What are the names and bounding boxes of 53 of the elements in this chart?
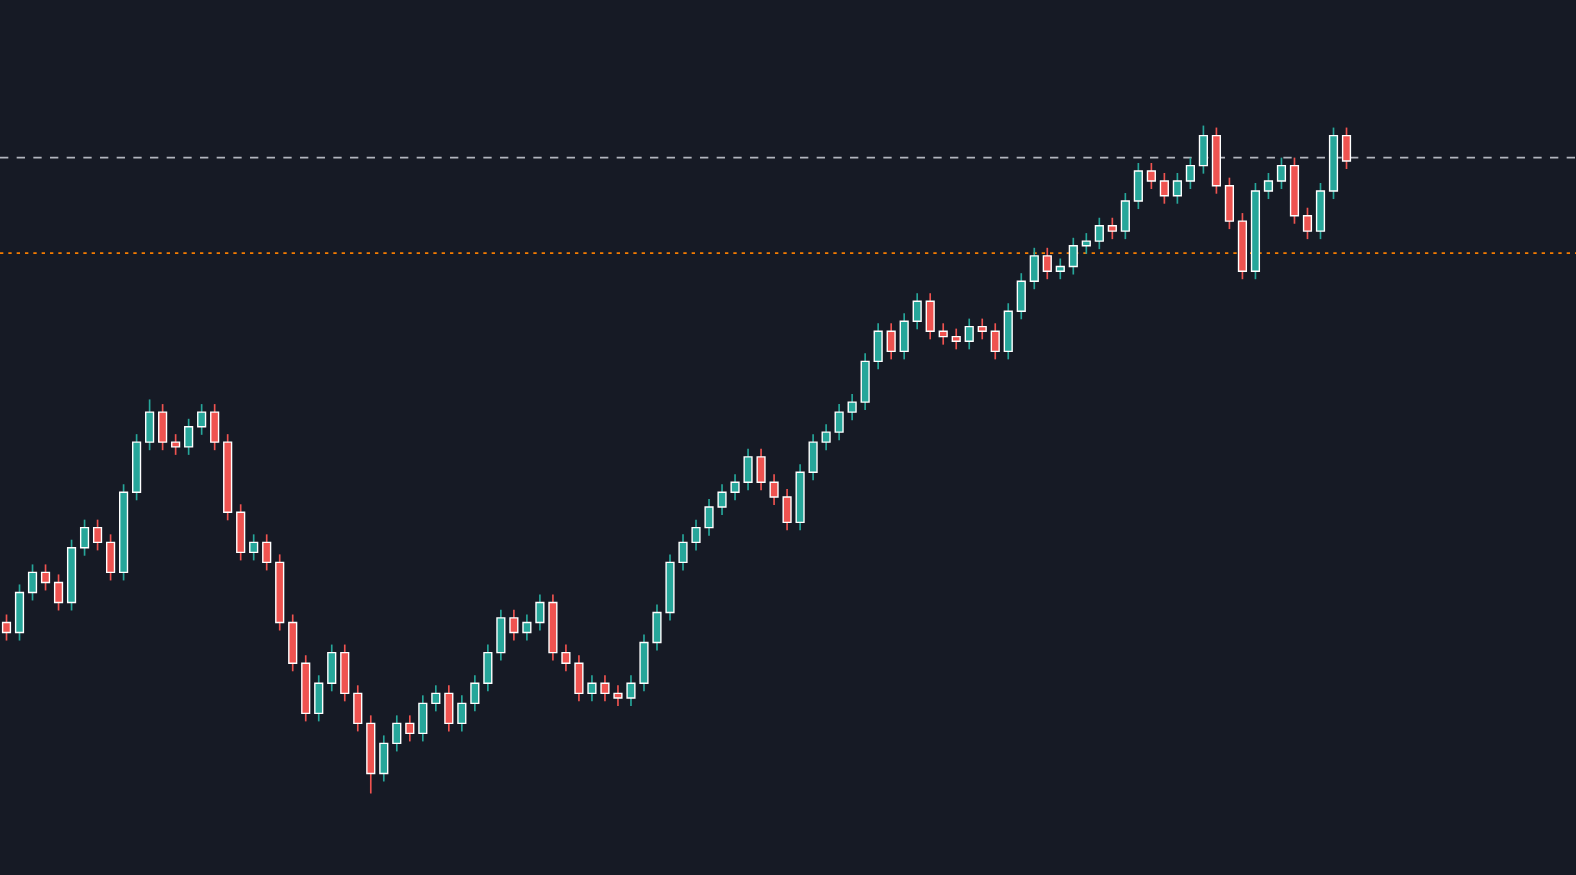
candlestick <box>561 643 571 673</box>
candlestick <box>262 533 272 572</box>
candlestick <box>392 714 402 753</box>
candlestick <box>171 433 181 456</box>
candlestick <box>912 292 922 331</box>
candlestick <box>1042 246 1052 281</box>
candlestick <box>1185 156 1195 190</box>
candlestick <box>730 473 740 502</box>
candlestick <box>938 322 948 346</box>
candlestick <box>40 563 51 592</box>
candlestick <box>405 714 415 743</box>
candlestick <box>1055 257 1065 281</box>
candlestick <box>1159 172 1169 205</box>
candlestick <box>1146 162 1156 190</box>
candlestick <box>249 533 259 562</box>
candlestick <box>1302 206 1313 240</box>
candlestick <box>457 694 467 733</box>
candlestick <box>691 518 701 552</box>
candlestick <box>769 473 779 506</box>
candlestick <box>977 317 987 341</box>
candlestick <box>27 563 38 602</box>
candlestick <box>1094 216 1104 250</box>
candlestick <box>53 573 64 612</box>
candlestick <box>704 498 714 537</box>
candlestick <box>1263 172 1274 200</box>
candlestick <box>990 322 1000 361</box>
candlestick <box>587 674 597 703</box>
candlestick <box>470 674 480 713</box>
candlestick <box>886 322 896 361</box>
candlestick <box>1172 172 1182 205</box>
candlestick <box>847 393 857 421</box>
candlestick <box>1 613 12 642</box>
candlestick <box>1107 216 1117 240</box>
candlestick <box>821 423 831 452</box>
candlestick <box>431 684 441 713</box>
candlestick <box>626 674 636 707</box>
candlestick <box>509 608 519 642</box>
candlestick <box>678 533 688 572</box>
candlestick <box>79 518 90 557</box>
candlestick <box>964 317 974 351</box>
candlestick <box>717 483 727 516</box>
candlestick <box>535 593 545 632</box>
candlestick <box>600 674 610 703</box>
candlestick <box>1081 232 1091 255</box>
candlestick <box>184 417 194 456</box>
candlestick <box>92 518 103 552</box>
candlestick <box>951 327 961 351</box>
candlestick <box>613 684 623 707</box>
candlestick <box>1068 236 1078 276</box>
candlestick <box>197 403 207 436</box>
candlestick <box>522 613 532 642</box>
candlestick <box>1276 156 1287 190</box>
candlestick <box>834 403 844 442</box>
